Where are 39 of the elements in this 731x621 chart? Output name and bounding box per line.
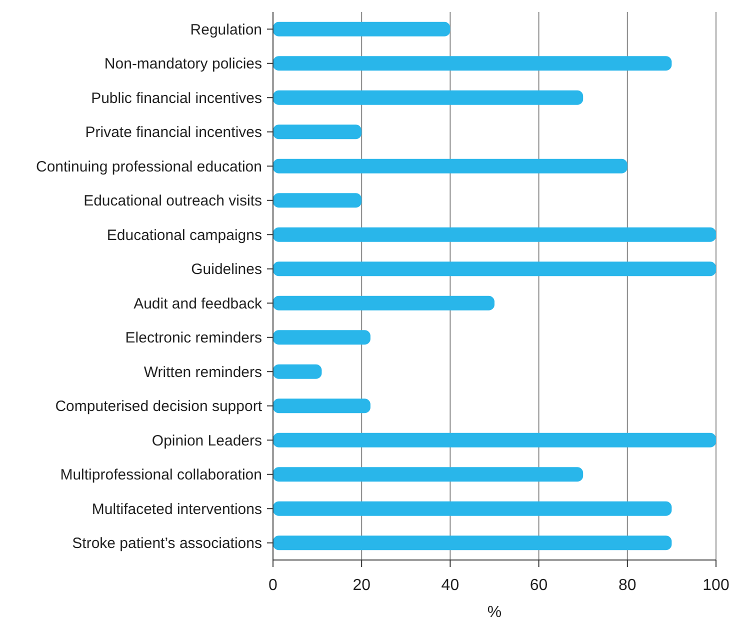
y-tick-label: Private financial incentives [85, 124, 262, 142]
y-tick-label: Computerised decision support [55, 398, 263, 416]
y-tick-label: Written reminders [144, 364, 262, 381]
bar [273, 56, 672, 71]
y-tick-label: Non-mandatory policies [104, 56, 262, 73]
bar [273, 193, 362, 208]
x-tick-label: 20 [352, 577, 371, 594]
y-tick-label: Multifaceted interventions [92, 500, 262, 518]
x-axis-title: % [487, 604, 502, 621]
x-tick-label: 100 [702, 577, 730, 594]
y-tick-label: Multiprofessional collaboration [60, 466, 262, 484]
y-tick-label: Continuing professional education [36, 158, 262, 176]
bar [273, 22, 450, 36]
y-tick-label: Stroke patient’s associations [72, 535, 262, 552]
x-tick-label: 60 [530, 577, 548, 594]
x-tick-label: 40 [441, 577, 460, 594]
bar [273, 227, 716, 242]
bar [273, 158, 628, 174]
y-tick-label: Electronic reminders [125, 330, 262, 347]
bar [273, 364, 322, 379]
y-tick-label: Educational outreach visits [84, 192, 262, 210]
y-tick-label: Guidelines [191, 261, 262, 278]
bar [273, 330, 370, 345]
y-tick-label: Opinion Leaders [152, 432, 262, 450]
bar [273, 467, 584, 482]
bar [273, 90, 584, 105]
bar [273, 501, 672, 516]
y-tick-label: Educational campaigns [106, 226, 262, 244]
y-tick-label: Regulation [190, 21, 262, 38]
y-tick-label: Audit and feedback [134, 295, 262, 312]
bar [273, 398, 370, 414]
bar [273, 536, 672, 550]
x-tick-label: 80 [618, 577, 636, 594]
bar [273, 124, 362, 140]
bar [273, 262, 716, 276]
x-tick-label: 0 [268, 577, 278, 594]
bar [273, 296, 494, 310]
y-tick-label: Public financial incentives [91, 90, 262, 107]
bar [273, 432, 716, 448]
